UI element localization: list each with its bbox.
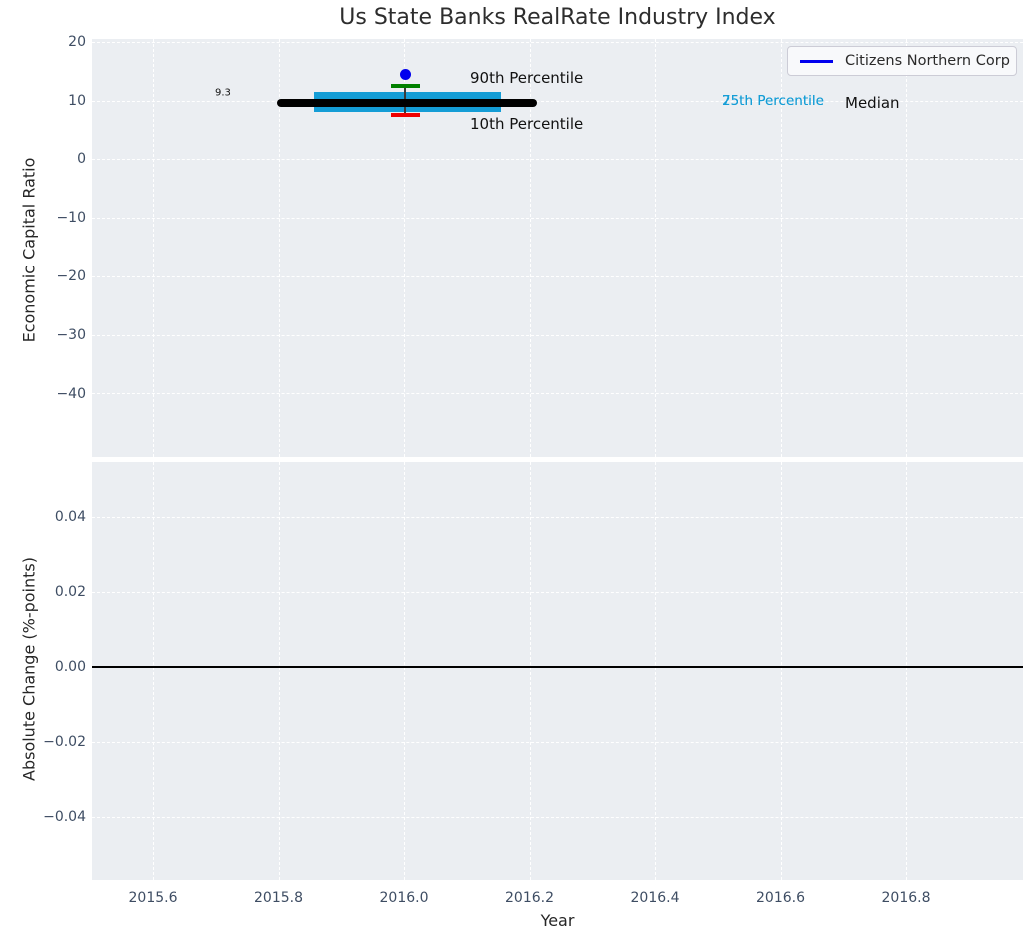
company-data-point bbox=[400, 69, 411, 80]
median-line bbox=[277, 99, 537, 107]
gridline-vertical bbox=[780, 462, 782, 880]
gridline-vertical bbox=[153, 39, 154, 457]
gridline-vertical bbox=[655, 462, 656, 880]
legend-label: Citizens Northern Corp bbox=[845, 53, 1010, 69]
gridline-vertical bbox=[906, 39, 907, 457]
zero-change-line bbox=[92, 666, 1023, 668]
annotation-median: Median bbox=[845, 94, 900, 112]
gridline-vertical bbox=[655, 39, 656, 457]
xtick-label: 2015.6 bbox=[128, 890, 178, 906]
ytick-label: 0.00 bbox=[54, 659, 86, 675]
xtick-label: 2016.4 bbox=[630, 890, 680, 906]
gridline-horizontal bbox=[92, 217, 1023, 219]
gridline-vertical bbox=[278, 39, 280, 457]
ytick-label: −0.02 bbox=[43, 734, 86, 750]
annotation-10th-percentile: 10th Percentile bbox=[470, 115, 584, 133]
gridline-horizontal bbox=[92, 517, 1023, 518]
ytick-label: −10 bbox=[56, 209, 86, 226]
annotation-90th-percentile: 90th Percentile bbox=[470, 69, 584, 87]
xtick-label: 2016.2 bbox=[505, 890, 554, 906]
gridline-vertical bbox=[529, 39, 531, 457]
subplot-divider bbox=[92, 457, 1023, 462]
bottom-y-axis-label: Absolute Change (%-points) bbox=[19, 557, 39, 781]
gridline-vertical bbox=[404, 39, 405, 457]
legend-line-swatch bbox=[800, 59, 833, 63]
median-value-label: 9.3 bbox=[215, 87, 231, 98]
top-axes: 9.3 90th Percentile 10th Percentile 75th… bbox=[92, 39, 1023, 457]
ytick-label: −20 bbox=[56, 268, 86, 284]
ytick-label: −0.04 bbox=[43, 809, 86, 825]
xtick-label: 2016.8 bbox=[881, 890, 931, 906]
gridline-vertical bbox=[404, 462, 405, 880]
ytick-label: 20 bbox=[68, 34, 86, 50]
ytick-label: 0.02 bbox=[54, 584, 86, 600]
xtick-label: 2015.8 bbox=[254, 890, 303, 906]
gridline-horizontal bbox=[92, 276, 1023, 277]
annotation-75th-percentile: 75th Percentile bbox=[722, 93, 824, 109]
gridline-horizontal bbox=[92, 592, 1023, 593]
gridline-vertical bbox=[278, 462, 280, 880]
xtick-label: 2016.6 bbox=[756, 890, 805, 906]
chart-title: Us State Banks RealRate Industry Index bbox=[339, 5, 776, 30]
ytick-label: −40 bbox=[56, 385, 86, 402]
gridline-horizontal bbox=[92, 742, 1023, 743]
gridline-horizontal bbox=[92, 100, 1023, 102]
gridline-horizontal bbox=[92, 393, 1023, 394]
top-y-axis-label: Economic Capital Ratio bbox=[19, 157, 39, 343]
gridline-vertical bbox=[906, 462, 907, 880]
legend: Citizens Northern Corp bbox=[787, 46, 1017, 76]
xtick-label: 2016.0 bbox=[379, 890, 429, 906]
gridline-horizontal bbox=[92, 42, 1023, 43]
gridline-vertical bbox=[153, 462, 154, 880]
ytick-label: 0 bbox=[77, 151, 86, 167]
gridline-horizontal bbox=[92, 817, 1023, 818]
x-axis-label: Year bbox=[540, 911, 575, 930]
gridline-horizontal bbox=[92, 159, 1023, 160]
gridline-vertical bbox=[780, 39, 782, 457]
ytick-label: −30 bbox=[56, 327, 86, 343]
annotation-25th-percentile: 25th Percentile bbox=[722, 93, 824, 109]
bottom-axes bbox=[92, 462, 1023, 880]
gridline-horizontal bbox=[92, 334, 1023, 336]
ytick-label: 10 bbox=[68, 92, 86, 109]
90th-percentile-marker bbox=[391, 84, 420, 88]
gridline-vertical bbox=[529, 462, 531, 880]
10th-percentile-marker bbox=[391, 113, 420, 117]
ytick-label: 0.04 bbox=[54, 509, 86, 525]
